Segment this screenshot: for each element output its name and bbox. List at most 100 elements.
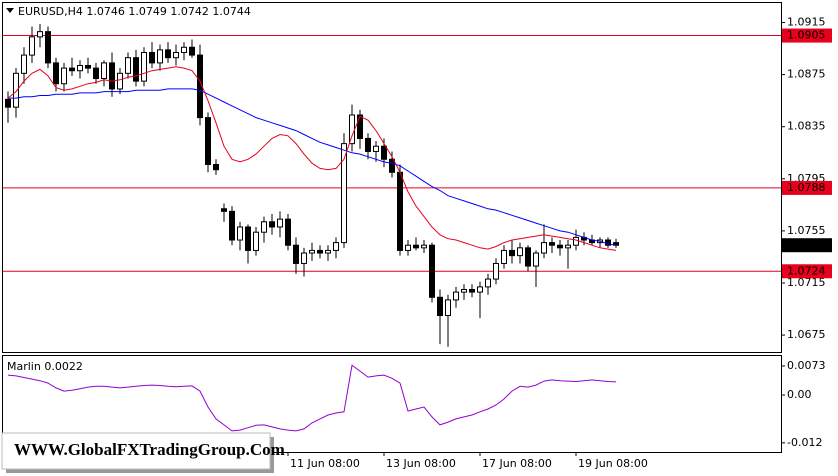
candle-body — [189, 46, 195, 56]
candle-body — [461, 288, 467, 293]
candle-body — [245, 226, 251, 251]
candle-body — [173, 51, 179, 59]
candle-body — [37, 31, 43, 38]
candle-body — [437, 296, 443, 317]
candle-body — [357, 114, 363, 139]
candle-body — [373, 145, 379, 152]
level-label: 1.0788 — [787, 181, 826, 194]
y-tick-label: 1.0675 — [787, 328, 826, 341]
current-price: 1.0744 — [787, 238, 826, 251]
candle-body — [573, 236, 579, 246]
indicator-frame — [2, 355, 782, 453]
candle-body — [365, 137, 371, 152]
candle-body — [133, 57, 139, 82]
candle-body — [477, 286, 483, 293]
chart-title: EURUSD,H4 1.0746 1.0749 1.0742 1.0744 — [18, 5, 251, 18]
candle-body — [61, 67, 67, 85]
watermark-box: WWW.GlobalFXTradingGroup.Com — [1, 432, 285, 473]
level-label: 1.0724 — [787, 264, 826, 277]
candle-body — [413, 244, 419, 249]
candle-body — [141, 51, 147, 82]
candle-body — [181, 46, 187, 53]
candle-body — [469, 288, 475, 293]
candle-body — [517, 247, 523, 257]
candle-body — [253, 231, 259, 251]
candle-body — [533, 252, 539, 267]
candle-body — [613, 242, 619, 246]
moving-average — [8, 88, 617, 246]
candle-body — [325, 249, 331, 254]
candle-body — [45, 31, 51, 64]
candle-body — [261, 221, 267, 233]
candle-body — [349, 114, 355, 145]
candle-body — [117, 72, 123, 90]
candle-body — [53, 62, 59, 85]
candle-body — [277, 218, 283, 228]
candle-body — [397, 171, 403, 251]
y-tick-label: 0.0073 — [787, 359, 826, 372]
candle-body — [493, 262, 499, 280]
candle-body — [389, 158, 395, 173]
candle-body — [165, 49, 171, 59]
candle-body — [269, 221, 275, 228]
candle-body — [541, 242, 547, 254]
candle-body — [453, 291, 459, 301]
x-tick-label: 13 Jun 08:00 — [386, 457, 456, 470]
candle-body — [149, 51, 155, 64]
x-tick-label: 17 Jun 08:00 — [482, 457, 552, 470]
candle-body — [501, 249, 507, 264]
candle-body — [429, 244, 435, 298]
candle-body — [565, 244, 571, 249]
candle-body — [29, 36, 35, 56]
candle-body — [381, 145, 387, 160]
level-label: 1.0905 — [787, 29, 826, 42]
candle-body — [285, 218, 291, 246]
watermark-panel — [1, 432, 271, 470]
price-tag — [782, 238, 832, 253]
candle-body — [549, 242, 555, 246]
candle-body — [205, 117, 211, 165]
candle-body — [237, 226, 243, 241]
candle-body — [101, 62, 107, 80]
candle-body — [213, 163, 219, 171]
candle-body — [69, 67, 75, 72]
candle-body — [341, 143, 347, 244]
y-tick-label: 1.0715 — [787, 276, 826, 289]
candle-body — [77, 65, 83, 72]
oscillator-line — [7, 364, 617, 432]
candle-body — [333, 242, 339, 251]
candle-body — [13, 72, 19, 108]
menu-triangle — [6, 8, 14, 13]
y-tick-label: 1.0915 — [787, 16, 826, 29]
moving-average — [7, 66, 617, 251]
candle-body — [557, 244, 563, 249]
candle-body — [109, 62, 115, 90]
candle-body — [317, 249, 323, 254]
y-tick-label: 0.00 — [787, 388, 812, 401]
candle-body — [229, 210, 235, 241]
candle-body — [221, 208, 227, 212]
main-frame — [2, 2, 782, 353]
candle-body — [5, 98, 11, 108]
candle-body — [21, 54, 27, 74]
candle-body — [421, 244, 427, 249]
candle-body — [445, 299, 451, 317]
x-tick-label: 19 Jun 08:00 — [578, 457, 648, 470]
level-tag — [782, 264, 832, 279]
candle-body — [93, 67, 99, 80]
indicator-title: Marlin 0.0022 — [7, 360, 83, 373]
candle-body — [85, 65, 91, 69]
watermark: WWW.GlobalFXTradingGroup.Com — [14, 440, 285, 459]
y-tick-label: 1.0875 — [787, 68, 826, 81]
y-tick-label: 1.0835 — [787, 120, 826, 133]
candle-body — [405, 244, 411, 251]
plot: 1.09151.08751.08351.07951.07551.07151.06… — [3, 16, 832, 470]
candle-body — [125, 57, 131, 74]
candle-body — [293, 244, 299, 264]
y-tick-label: -0.012 — [787, 436, 822, 449]
candle-body — [509, 249, 515, 257]
level-tag — [782, 28, 832, 43]
